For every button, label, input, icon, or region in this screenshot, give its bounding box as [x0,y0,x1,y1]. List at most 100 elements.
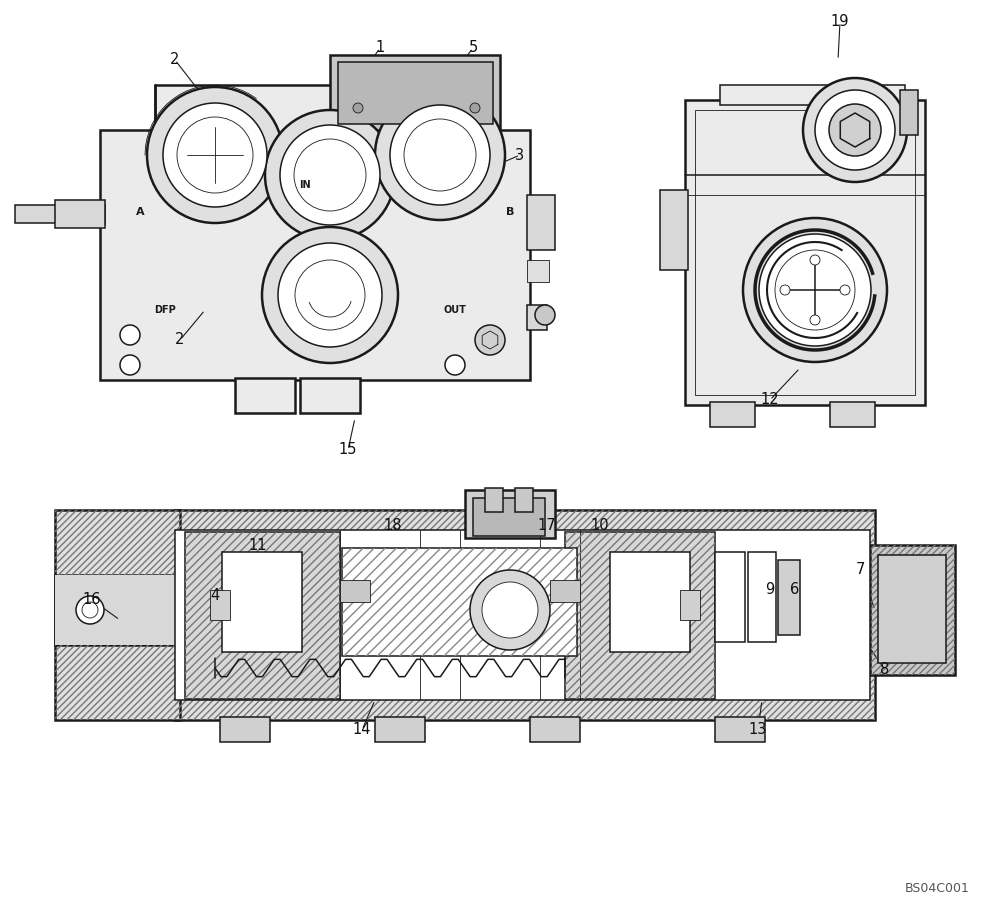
Bar [340,580,370,602]
Bar [100,130,530,380]
Bar [685,100,925,405]
Bar [550,580,580,602]
Bar [720,85,905,105]
Text: 5: 5 [468,40,478,56]
Bar [715,552,745,642]
Circle shape [278,243,382,347]
Bar [220,717,270,742]
Text: 2: 2 [175,333,185,347]
Circle shape [535,305,555,325]
Circle shape [76,596,104,624]
Circle shape [810,315,820,325]
Bar [830,402,875,427]
Circle shape [147,87,283,223]
Text: 19: 19 [831,15,849,29]
Circle shape [803,78,907,182]
Circle shape [280,125,380,225]
Circle shape [829,104,881,156]
Text: 6: 6 [790,583,800,597]
Bar [155,85,475,135]
Circle shape [475,325,505,355]
Bar [695,110,915,395]
Bar [565,532,715,699]
Bar [530,717,580,742]
Bar [870,545,955,675]
Bar [748,552,776,642]
Bar [300,378,360,413]
Bar [55,575,180,645]
Circle shape [470,570,550,650]
Bar [342,548,577,656]
Bar [465,490,555,538]
Text: B: B [506,207,514,217]
Bar [680,590,700,620]
Circle shape [262,227,398,363]
Circle shape [353,103,363,113]
Bar [185,532,340,699]
Bar [342,548,577,656]
Circle shape [840,285,850,295]
Bar [660,190,688,270]
Circle shape [163,103,267,207]
Text: OUT: OUT [444,305,466,315]
Bar [375,717,425,742]
Circle shape [177,117,253,193]
Text: 15: 15 [339,442,357,457]
Bar [878,555,946,663]
Bar [527,305,547,330]
Circle shape [375,90,505,220]
Bar [55,510,180,720]
Bar [710,402,755,427]
Bar [175,510,875,720]
Text: 14: 14 [353,723,371,737]
Text: 9: 9 [765,583,775,597]
Bar [235,378,295,413]
Text: 8: 8 [880,662,890,678]
Bar [210,590,230,620]
Text: 13: 13 [749,723,767,737]
Text: 11: 11 [249,538,267,552]
Text: 10: 10 [591,518,609,532]
Bar [565,532,715,699]
Text: 7: 7 [855,562,865,577]
Circle shape [482,582,538,638]
Circle shape [294,139,366,211]
Text: 1: 1 [375,40,385,56]
Bar [527,195,555,250]
Bar [175,510,875,720]
Bar [900,90,918,135]
Text: 18: 18 [384,518,402,532]
Bar [527,260,549,282]
Bar [55,575,180,645]
Circle shape [815,90,895,170]
Bar [715,717,765,742]
Circle shape [775,250,855,330]
Bar [55,510,180,720]
Text: 3: 3 [515,147,525,162]
Text: DFP: DFP [154,305,176,315]
Circle shape [470,103,480,113]
Circle shape [759,234,871,346]
Bar [222,552,302,652]
Text: 4: 4 [210,587,220,603]
Text: 2: 2 [170,52,180,68]
Text: A: A [136,207,144,217]
Circle shape [390,105,490,205]
Bar [610,552,690,652]
Circle shape [120,355,140,375]
Bar [870,545,955,675]
Bar [55,200,105,228]
Text: 17: 17 [538,518,556,532]
Bar [778,560,800,635]
Text: 16: 16 [83,593,101,607]
Circle shape [82,602,98,618]
Bar [515,488,533,512]
Circle shape [445,355,465,375]
Text: 12: 12 [761,392,779,408]
Bar [330,55,500,130]
Circle shape [404,119,476,191]
Bar [185,532,340,699]
Circle shape [120,325,140,345]
Bar [15,205,105,223]
Circle shape [295,260,365,330]
